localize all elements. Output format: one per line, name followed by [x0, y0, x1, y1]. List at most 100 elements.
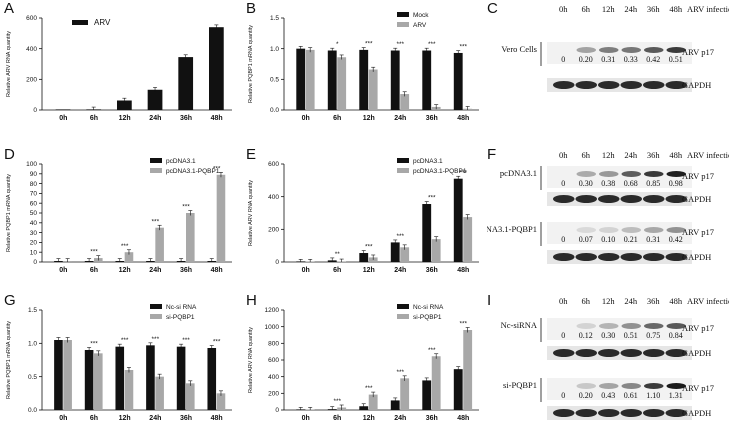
chart-d-significance: ***: [152, 218, 160, 225]
chart-g-xtick-label: 48h: [211, 415, 223, 422]
chart-e-significance: ***: [459, 169, 467, 176]
panel-letter-h: H: [246, 292, 257, 309]
blot-i-p17-label: ARV p17: [682, 383, 714, 393]
blot-c-p17-band: [599, 47, 619, 53]
blot-i-gapdh-band: [575, 409, 597, 417]
blot-f-quant-value: 0.21: [624, 235, 638, 244]
chart-h-ytick-label: 400: [268, 374, 279, 381]
chart-b-xtick-label: 24h: [394, 115, 406, 122]
blot-f-gapdh-band: [575, 253, 597, 261]
panel-letter-d: D: [4, 146, 15, 163]
blot-f-gapdh-band: [643, 253, 665, 261]
blot-i-group-label: Nc-siRNA: [501, 320, 538, 330]
chart-h-xtick-label: 0h: [302, 415, 310, 422]
blot-i-time-label: 0h: [559, 296, 568, 306]
chart-g-ytick-label: 1.5: [28, 307, 37, 314]
blot-f-quant-value: 0.30: [579, 179, 593, 188]
blot-f-time-label: 6h: [582, 150, 591, 160]
panel-letter-c: C: [487, 0, 498, 17]
chart-b-bar: [327, 50, 337, 110]
chart-d-xtick-label: 0h: [59, 267, 67, 274]
chart-g-ytick-label: 0.5: [28, 374, 37, 381]
chart-d-legend-swatch: [150, 158, 162, 163]
chart-d-xtick-label: 48h: [211, 267, 223, 274]
chart-a-xtick-label: 24h: [149, 115, 161, 122]
chart-e-bar: [422, 204, 432, 262]
chart-e-ytick-label: 600: [268, 161, 279, 168]
chart-a-bar: [117, 100, 132, 110]
chart-h-significance: ***: [396, 369, 404, 376]
chart-b-significance: ***: [365, 41, 373, 48]
western-blot-c: 0h 6h 12h 24h 36h 48h ARV infection 0 0.20 0.31 0.…: [501, 4, 729, 92]
blot-f-group-label: pcDNA3.1: [500, 168, 537, 178]
blot-i-quant-value: 0.61: [624, 391, 638, 400]
chart-b-significance: ***: [428, 41, 436, 48]
chart-g-bar: [186, 383, 195, 410]
blot-c-p17-band: [576, 47, 596, 53]
chart-h-xtick-label: 48h: [457, 415, 469, 422]
blot-c-quant-value: 0: [561, 55, 565, 64]
blot-f-quant-value: 0.07: [579, 235, 593, 244]
blot-c-time-label: 12h: [602, 4, 616, 14]
chart-g-legend-label: si-PQBP1: [166, 314, 195, 321]
chart-d-bar: [216, 174, 226, 262]
chart-h-ytick-label: 0: [275, 407, 279, 414]
chart-d-xtick-label: 36h: [180, 267, 192, 274]
chart-b-bar: [305, 49, 315, 110]
blot-c-p17-band: [666, 47, 686, 53]
chart-a-bar: [147, 89, 163, 110]
chart-b-xtick-label: 12h: [363, 115, 375, 122]
chart-b-bar: [359, 49, 369, 110]
chart-g-xtick-label: 6h: [90, 415, 98, 422]
blot-f-quant-value: 0: [561, 235, 565, 244]
chart-d-xtick-label: 6h: [90, 267, 98, 274]
chart-a-xtick-label: 6h: [90, 115, 98, 122]
chart-d-ytick-label: 10: [30, 249, 38, 256]
chart-g-significance: ***: [213, 339, 221, 346]
blot-f-gapdh-band: [575, 195, 597, 203]
chart-g-bar: [176, 346, 186, 410]
blot-i-gapdh-label: GAPDH: [682, 408, 711, 418]
blot-i-gapdh-band: [643, 349, 665, 357]
chart-b-bar: [422, 50, 432, 110]
blot-f-quant-value: 0.38: [601, 179, 615, 188]
chart-d-significance: ***: [182, 204, 190, 211]
chart-b-bar: [337, 57, 347, 110]
chart-g-bar: [216, 393, 226, 410]
chart-panel-e: Relative ARV RNA quantity 0 200 400 600 0h 6h *…: [248, 158, 479, 274]
chart-h-bar: [422, 380, 432, 410]
blot-f-quant-value: 0.10: [601, 235, 615, 244]
blot-f-quant-value: 0: [561, 179, 565, 188]
blot-c-time-label: 0h: [559, 4, 568, 14]
chart-a-xtick-label: 12h: [119, 115, 131, 122]
blot-c-gapdh-band: [553, 81, 575, 89]
chart-d-ytick-label: 80: [30, 181, 38, 188]
chart-e-legend-swatch: [397, 168, 409, 173]
chart-h-significance: ***: [428, 347, 436, 354]
chart-h-legend-label: si-PQBP1: [413, 314, 442, 321]
chart-h-legend-swatch: [397, 314, 409, 319]
blot-f-gapdh-band: [643, 195, 665, 203]
blot-f-group-label: pcDNA3.1-PQBP1: [487, 224, 537, 234]
chart-a-bar: [55, 109, 71, 110]
chart-h-legend-label: Nc-si RNA: [413, 304, 444, 311]
blot-f-quant-value: 0.68: [624, 179, 638, 188]
chart-d-ytick-label: 50: [30, 210, 38, 217]
blot-f-header: ARV infection: [687, 150, 729, 160]
chart-b-ytick-label: 1.5: [270, 15, 279, 22]
chart-g-significance: ***: [152, 336, 160, 343]
chart-h-ytick-label: 1000: [265, 324, 280, 331]
chart-d-ytick-label: 0: [33, 259, 37, 266]
chart-h-significance: ***: [333, 398, 341, 405]
chart-a-bar: [209, 27, 224, 111]
chart-e-legend-swatch: [397, 158, 409, 163]
chart-d-significance: ***: [213, 165, 221, 172]
chart-h-ytick-label: 1200: [265, 307, 280, 314]
chart-panel-g: Relative PQBP1 mRNA quantity 0.0 0.5 1.0 1.5…: [6, 304, 232, 422]
chart-e-xtick-label: 36h: [426, 267, 438, 274]
chart-d-xtick-label: 12h: [119, 267, 131, 274]
chart-h-bar: [463, 330, 473, 410]
blot-i-p17-band: [576, 383, 596, 389]
chart-panel-a: Relative ARV RNA quantity 0 200 400 600 0h 6h 1…: [6, 15, 232, 122]
chart-d-legend-label: pcDNA3.1-PQBP1: [166, 168, 220, 175]
